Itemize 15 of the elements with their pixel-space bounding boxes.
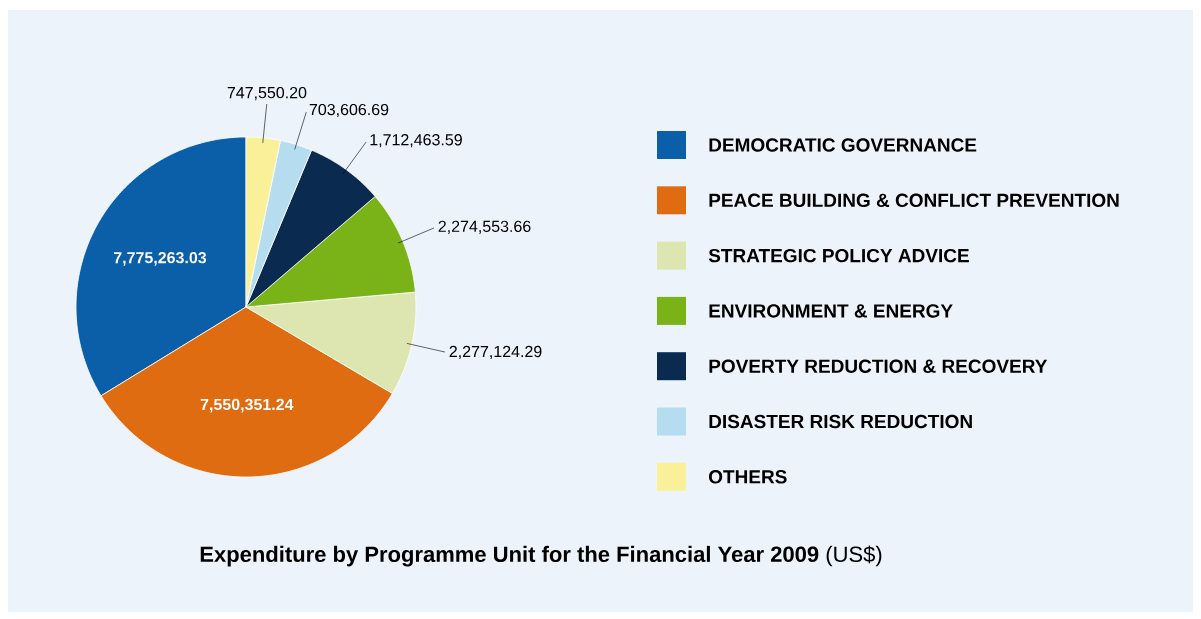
legend-label: STRATEGIC POLICY ADVICE [708, 248, 969, 263]
data-label: 747,550.20 [227, 86, 307, 101]
data-label: 1,712,463.59 [370, 134, 462, 148]
data-label: 2,277,124.29 [449, 345, 542, 360]
legend-label: PEACE BUILDING & CONFLICT PREVENTION [709, 193, 1119, 208]
legend-label: DISASTER RISK REDUCTION [709, 414, 972, 429]
text: Expenditure by Programme Unit for the Financial Year 2009 (US$) [200, 545, 882, 567]
data-label: 703,606.69 [309, 103, 389, 118]
legend-label: POVERTY REDUCTION & RECOVERY [709, 359, 1048, 373]
data-label: 2,274,553.66 [438, 220, 531, 234]
legend-label: OTHERS [708, 470, 787, 484]
legend-label: ENVIRONMENT & ENERGY [709, 304, 953, 318]
data-label: 7,550,351.24 [200, 398, 294, 413]
data-label: 7,775,263.03 [113, 251, 207, 266]
legend-label: DEMOCRATIC GOVERNANCE [709, 138, 977, 152]
